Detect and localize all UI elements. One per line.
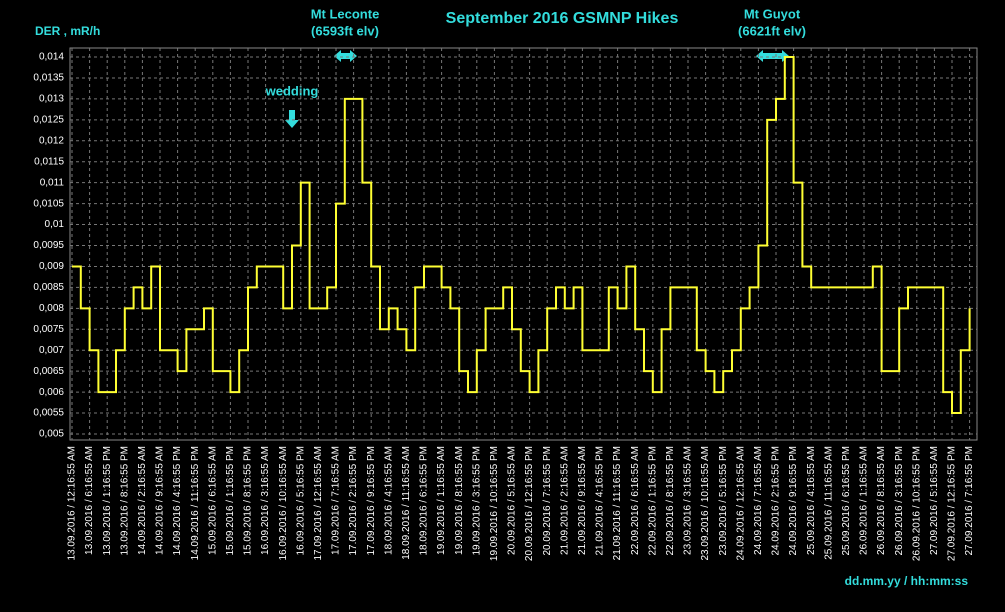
x-tick-label: 14.09.2016 / 9:16:55 AM (155, 446, 166, 555)
x-tick-label: 24.09.2016 / 12:16:55 AM (735, 446, 746, 561)
y-tick-label: 0,006 (39, 387, 64, 398)
x-tick-label: 21.09.2016 / 11:16:55 PM (612, 446, 623, 560)
y-tick-label: 0,0055 (33, 408, 64, 419)
x-tick-label: 21.09.2016 / 4:16:55 PM (595, 446, 606, 556)
y-tick-label: 0,014 (39, 52, 64, 63)
x-tick-label: 15.09.2016 / 6:16:55 AM (207, 446, 218, 555)
x-tick-label: 13.09.2016 / 6:16:55 AM (84, 446, 95, 555)
x-tick-label: 13.09.2016 / 1:16:55 PM (102, 446, 113, 556)
y-tick-label: 0,012 (39, 135, 64, 146)
plot-frame (69, 47, 978, 441)
y-tick-label: 0,011 (40, 177, 65, 188)
data-line (72, 56, 971, 415)
y-tick-label: 0,0085 (33, 282, 64, 293)
annotation: Mt Guyot (744, 6, 801, 21)
x-tick-label: 23.09.2016 / 10:16:55 AM (700, 446, 711, 561)
x-tick-label: 24.09.2016 / 7:16:55 AM (753, 446, 764, 555)
y-tick-label: 0,005 (39, 429, 64, 440)
x-tick-label: 18.09.2016 / 11:16:55 AM (401, 446, 412, 560)
x-tick-label: 20.09.2016 / 12:16:55 PM (524, 446, 535, 561)
y-tick-label: 0,007 (39, 345, 64, 356)
annotation: (6621ft elv) (738, 23, 806, 38)
x-axis-label: dd.mm.yy / hh:mm:ss (845, 574, 969, 588)
x-tick-label: 20.09.2016 / 7:16:55 PM (542, 446, 553, 556)
y-tick-label: 0,013 (39, 94, 64, 105)
x-tick-label: 27.09.2016 / 12:16:55 PM (947, 446, 958, 561)
x-tick-label: 14.09.2016 / 2:16:55 AM (137, 446, 148, 555)
x-tick-label: 20.09.2016 / 5:16:55 AM (507, 446, 518, 555)
y-tick-label: 0,01 (45, 219, 65, 230)
annotation: Mt Leconte (311, 6, 380, 21)
y-tick-label: 0,0125 (33, 114, 64, 125)
x-tick-label: 25.09.2016 / 11:16:55 AM (823, 446, 834, 560)
x-tick-label: 22.09.2016 / 6:16:55 AM (630, 446, 641, 555)
x-tick-label: 27.09.2016 / 5:16:55 AM (929, 446, 940, 555)
y-tick-label: 0,0075 (33, 324, 64, 335)
x-tick-label: 15.09.2016 / 8:16:55 PM (243, 446, 254, 556)
arrow (285, 110, 299, 128)
x-tick-label: 16.09.2016 / 5:16:55 PM (295, 446, 306, 556)
x-tick-label: 26.09.2016 / 1:16:55 AM (859, 446, 870, 555)
y-tick-label: 0,009 (39, 261, 64, 272)
x-tick-label: 13.09.2016 / 12:16:55 AM (67, 446, 78, 561)
x-tick-label: 17.09.2016 / 12:16:55 AM (313, 446, 324, 561)
y-tick-label: 0,0115 (34, 156, 64, 167)
x-tick-label: 22.09.2016 / 1:16:55 PM (647, 446, 658, 556)
x-tick-label: 18.09.2016 / 4:16:55 AM (383, 446, 394, 555)
y-axis-label: DER , mR/h (35, 24, 100, 38)
x-tick-label: 25.09.2016 / 4:16:55 AM (806, 446, 817, 555)
x-tick-label: 27.09.2016 / 7:16:55 PM (964, 446, 975, 556)
y-tick-label: 0,0095 (33, 240, 64, 251)
x-tick-label: 19.09.2016 / 8:16:55 AM (454, 446, 465, 555)
arrow (756, 50, 789, 62)
chart-title: September 2016 GSMNP Hikes (446, 10, 679, 27)
x-tick-label: 21.09.2016 / 9:16:55 AM (577, 446, 588, 555)
x-tick-label: 26.09.2016 / 10:16:55 PM (911, 446, 922, 561)
x-tick-label: 25.09.2016 / 6:16:55 PM (841, 446, 852, 556)
annotation: wedding (265, 83, 319, 98)
x-tick-label: 16.09.2016 / 3:16:55 AM (260, 446, 271, 555)
x-tick-label: 24.09.2016 / 9:16:55 PM (788, 446, 799, 556)
x-tick-label: 14.09.2016 / 4:16:55 PM (172, 446, 183, 556)
x-tick-label: 23.09.2016 / 3:16:55 AM (683, 446, 694, 555)
y-tick-label: 0,0135 (33, 73, 64, 84)
x-tick-label: 19.09.2016 / 10:16:55 PM (489, 446, 500, 561)
x-tick-label: 19.09.2016 / 1:16:55 AM (436, 446, 447, 555)
x-tick-label: 19.09.2016 / 3:16:55 PM (471, 446, 482, 556)
y-tick-label: 0,0065 (33, 366, 64, 377)
x-tick-label: 21.09.2016 / 2:16:55 AM (559, 446, 570, 555)
x-tick-label: 26.09.2016 / 3:16:55 PM (894, 446, 905, 556)
x-tick-label: 17.09.2016 / 7:16:55 AM (331, 446, 342, 555)
x-tick-label: 24.09.2016 / 2:16:55 PM (771, 446, 782, 556)
x-tick-label: 13.09.2016 / 8:16:55 PM (119, 446, 130, 556)
arrow (334, 50, 357, 62)
annotation: (6593ft elv) (311, 23, 379, 38)
y-tick-label: 0,0105 (33, 198, 64, 209)
x-tick-label: 18.09.2016 / 6:16:55 PM (419, 446, 430, 556)
x-tick-label: 23.09.2016 / 5:16:55 PM (718, 446, 729, 556)
x-tick-label: 22.09.2016 / 8:16:55 PM (665, 446, 676, 556)
x-tick-label: 15.09.2016 / 1:16:55 PM (225, 446, 236, 556)
x-tick-label: 17.09.2016 / 9:16:55 PM (366, 446, 377, 556)
x-tick-label: 14.09.2016 / 11:16:55 PM (190, 446, 201, 560)
y-tick-label: 0,008 (39, 303, 64, 314)
x-tick-label: 17.09.2016 / 2:16:55 PM (348, 446, 359, 556)
x-tick-label: 26.09.2016 / 8:16:55 AM (876, 446, 887, 555)
x-tick-label: 16.09.2016 / 10:16:55 AM (278, 446, 289, 561)
